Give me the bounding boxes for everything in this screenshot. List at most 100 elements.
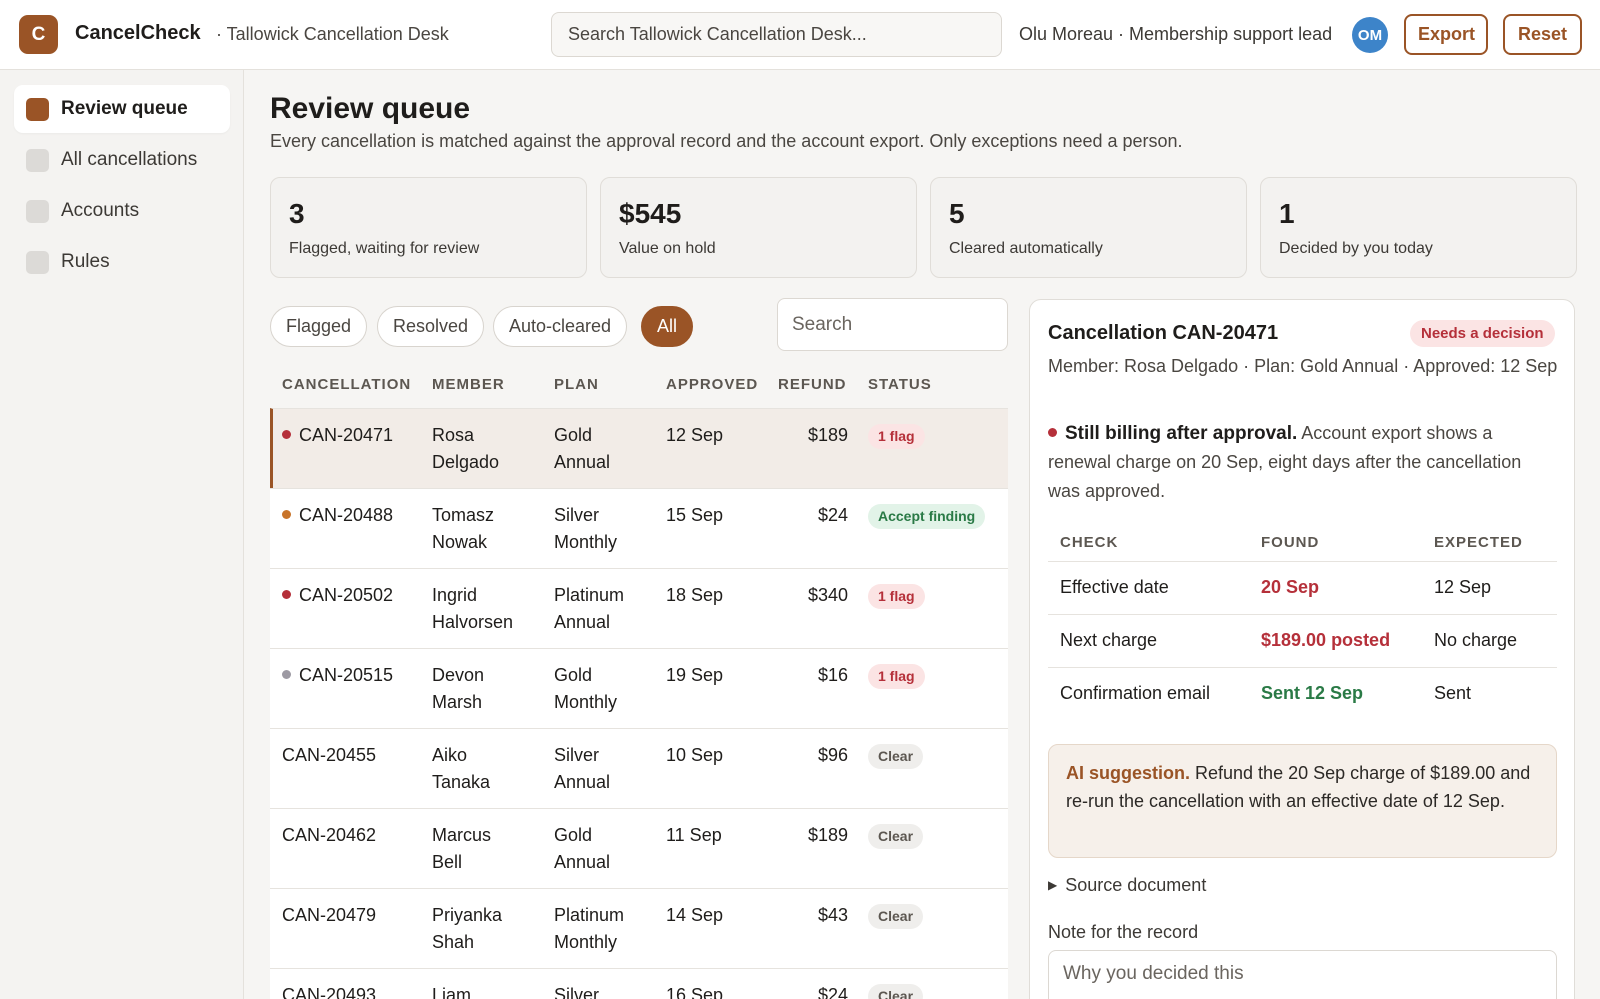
detail-meta: Member: Rosa Delgado · Plan: Gold Annual… xyxy=(1048,356,1558,376)
table-row[interactable]: CAN-20502 Ingrid Halvorsen Platinum Annual 18… xyxy=(270,568,1008,648)
cancellation-id: CAN-20455 xyxy=(282,745,377,765)
plan-cell: Silver xyxy=(554,982,599,999)
refund-cell: $96 xyxy=(817,745,848,765)
export-button[interactable]: Export xyxy=(1404,14,1488,55)
column-header[interactable]: MEMBER xyxy=(432,376,505,393)
status-badge: Accept finding xyxy=(868,504,986,529)
table-row[interactable]: CAN-20493 Liam Silver 16 Sep $24 Clear xyxy=(270,968,1008,999)
column-header[interactable]: APPROVED xyxy=(666,376,759,393)
nav-square-icon xyxy=(26,199,49,223)
refund-cell: $189 xyxy=(807,825,848,845)
check-found: 20 Sep xyxy=(1261,577,1320,597)
member-first: Tomasz xyxy=(432,505,495,525)
checks-header: CHECK FOUND EXPECTED xyxy=(1048,522,1557,562)
column-header[interactable]: REFUND xyxy=(778,376,847,393)
sidebar-item-label: Accounts xyxy=(61,200,140,221)
sidebar-item-label: Review queue xyxy=(61,98,188,119)
status-badge: Clear xyxy=(868,904,924,929)
table-row[interactable]: CAN-20471 Rosa Delgado Gold Annual 12 Sep $189… xyxy=(270,408,1008,488)
checks-table: CHECK FOUND EXPECTED Effective date 20 S… xyxy=(1048,522,1557,721)
member-last: Bell xyxy=(432,852,463,872)
ai-suggestion-text: Refund the 20 Sep charge of $189.00 and … xyxy=(1066,763,1531,811)
sidebar-item-review-queue[interactable]: Review queue xyxy=(14,85,230,133)
global-search-input[interactable] xyxy=(551,12,1002,57)
page-subtitle: Every cancellation is matched against th… xyxy=(270,131,1183,151)
sidebar: Review queue All cancellations Accounts … xyxy=(0,70,244,999)
filter-resolved[interactable]: Resolved xyxy=(377,306,485,347)
column-header[interactable]: STATUS xyxy=(868,376,932,393)
cancellation-id: CAN-20515 xyxy=(299,665,394,685)
table-row[interactable]: CAN-20488 Tomasz Nowak Silver Monthly 15 Sep $… xyxy=(270,488,1008,568)
approved-cell: 10 Sep xyxy=(666,745,724,765)
status-badge: Clear xyxy=(868,744,924,769)
check-row: Effective date 20 Sep 12 Sep xyxy=(1048,562,1557,615)
status-badge: 1 flag xyxy=(868,664,925,689)
plan-tier: Platinum xyxy=(554,585,625,605)
filter-flagged[interactable]: Flagged xyxy=(270,306,368,347)
list-search-input[interactable] xyxy=(777,298,1008,351)
check-row: Confirmation email Sent 12 Sep Sent xyxy=(1048,668,1557,721)
plan-period: Annual xyxy=(554,612,611,632)
sidebar-item-accounts[interactable]: Accounts xyxy=(14,187,230,235)
desk-name: · Tallowick Cancellation Desk xyxy=(216,24,449,44)
member-cell: Priyanka Shah xyxy=(432,902,502,956)
plan-period: Annual xyxy=(554,852,611,872)
check-expected: No charge xyxy=(1434,630,1518,650)
note-input[interactable] xyxy=(1048,950,1557,999)
status-dot-icon xyxy=(282,430,291,439)
source-document-toggle[interactable]: ▶ Source document xyxy=(1048,875,1206,896)
nav-square-icon xyxy=(26,148,49,172)
check-found: $189.00 posted xyxy=(1261,630,1391,650)
detail-panel: Cancellation CAN-20471 Needs a decision … xyxy=(1029,299,1575,999)
cancellation-id-cell: CAN-20493 xyxy=(282,982,376,999)
member-first: Devon xyxy=(432,665,485,685)
stat-card-on-hold: $545 Value on hold xyxy=(600,177,917,278)
stat-card-flagged: 3 Flagged, waiting for review xyxy=(270,177,587,278)
table-row[interactable]: CAN-20515 Devon Marsh Gold Monthly 19 Sep $16 1… xyxy=(270,648,1008,728)
sidebar-item-rules[interactable]: Rules xyxy=(14,238,230,286)
table-row[interactable]: CAN-20462 Marcus Bell Gold Annual 11 Sep $189 C… xyxy=(270,808,1008,888)
status-badge: 1 flag xyxy=(868,424,925,449)
filter-all[interactable]: All xyxy=(641,306,694,347)
reset-button[interactable]: Reset xyxy=(1503,14,1582,55)
status-badge: Clear xyxy=(868,824,924,849)
refund-cell: $24 xyxy=(817,985,848,999)
plan-tier: Gold xyxy=(554,425,593,445)
finding-text: Account export shows a renewal charge on… xyxy=(1048,423,1522,501)
avatar[interactable]: OM xyxy=(1352,17,1388,53)
plan-tier: Platinum xyxy=(554,905,625,925)
approved-cell: 19 Sep xyxy=(666,665,724,685)
status-dot-icon xyxy=(282,670,291,679)
check-expected: 12 Sep xyxy=(1434,577,1492,597)
triangle-right-icon: ▶ xyxy=(1048,878,1058,892)
table-row[interactable]: CAN-20479 Priyanka Shah Platinum Monthly 14 S… xyxy=(270,888,1008,968)
cancellation-id: CAN-20493 xyxy=(282,985,377,999)
sidebar-item-label: All cancellations xyxy=(61,149,198,170)
page-title: Review queue xyxy=(270,92,471,125)
stat-card-decided: 1 Decided by you today xyxy=(1260,177,1577,278)
cancellation-id: CAN-20488 xyxy=(299,505,394,525)
member-last: Halvorsen xyxy=(432,612,514,632)
finding-summary: Still billing after approval. Account ex… xyxy=(1048,419,1558,506)
filter-auto-cleared[interactable]: Auto-cleared xyxy=(493,306,628,347)
table-row[interactable]: CAN-20455 Aiko Tanaka Silver Annual 10 Sep $96… xyxy=(270,728,1008,808)
stat-label: Decided by you today xyxy=(1279,240,1433,257)
cancellation-id-cell: CAN-20488 xyxy=(282,502,393,529)
column-header[interactable]: CANCELLATION xyxy=(282,376,412,393)
sidebar-item-all-cancellations[interactable]: All cancellations xyxy=(14,136,230,184)
ai-suggestion: AI suggestion. Refund the 20 Sep charge … xyxy=(1048,744,1557,858)
stat-label: Value on hold xyxy=(619,240,716,257)
app-name: CancelCheck xyxy=(75,22,201,44)
column-header[interactable]: PLAN xyxy=(554,376,599,393)
member-cell: Liam xyxy=(432,982,471,999)
finding-title: Still billing after approval. xyxy=(1065,423,1298,444)
plan-tier: Silver xyxy=(554,745,600,765)
column-header: CHECK xyxy=(1060,534,1119,551)
status-badge: 1 flag xyxy=(868,584,925,609)
plan-period: Monthly xyxy=(554,532,618,552)
approved-cell: 18 Sep xyxy=(666,585,724,605)
stat-card-cleared: 5 Cleared automatically xyxy=(930,177,1247,278)
check-name: Confirmation email xyxy=(1060,683,1211,703)
stat-value: 5 xyxy=(949,198,965,229)
note-label: Note for the record xyxy=(1048,922,1199,942)
